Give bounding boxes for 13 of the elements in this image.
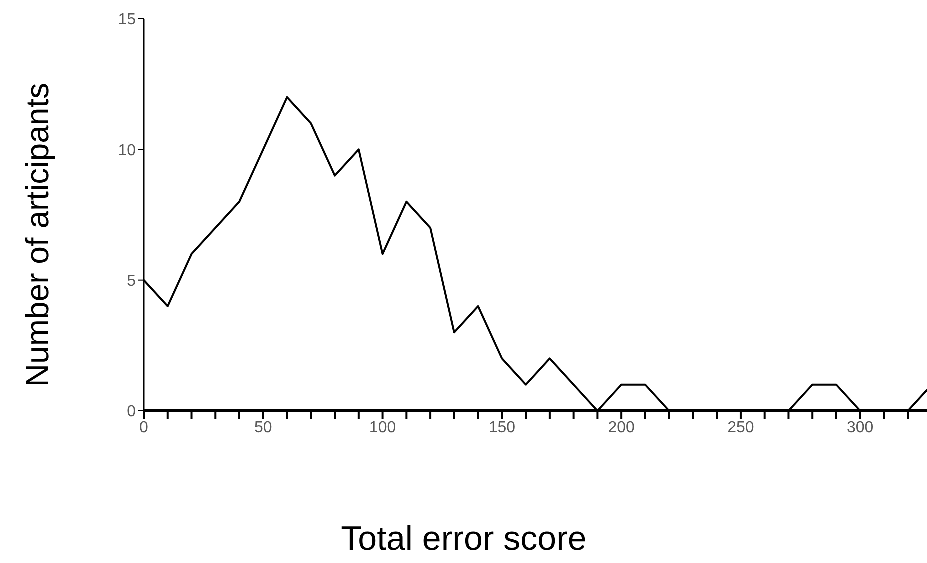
x-tick-label: 100: [369, 419, 396, 436]
x-tick-label: 150: [488, 419, 516, 436]
y-tick-label: 10: [118, 142, 136, 160]
y-axis-title: Number of articipants: [20, 82, 56, 388]
x-axis-title: Total error score: [340, 520, 588, 559]
x-tick-label: 200: [608, 419, 636, 436]
x-tick-label: 0: [140, 419, 149, 436]
y-tick-label: 5: [127, 273, 136, 290]
x-tick-label: 300: [847, 419, 874, 436]
y-tick-label: 15: [118, 12, 136, 29]
y-tick-label: 0: [127, 404, 136, 421]
x-tick-label: 250: [728, 419, 754, 436]
x-tick-label: 50: [254, 419, 272, 436]
